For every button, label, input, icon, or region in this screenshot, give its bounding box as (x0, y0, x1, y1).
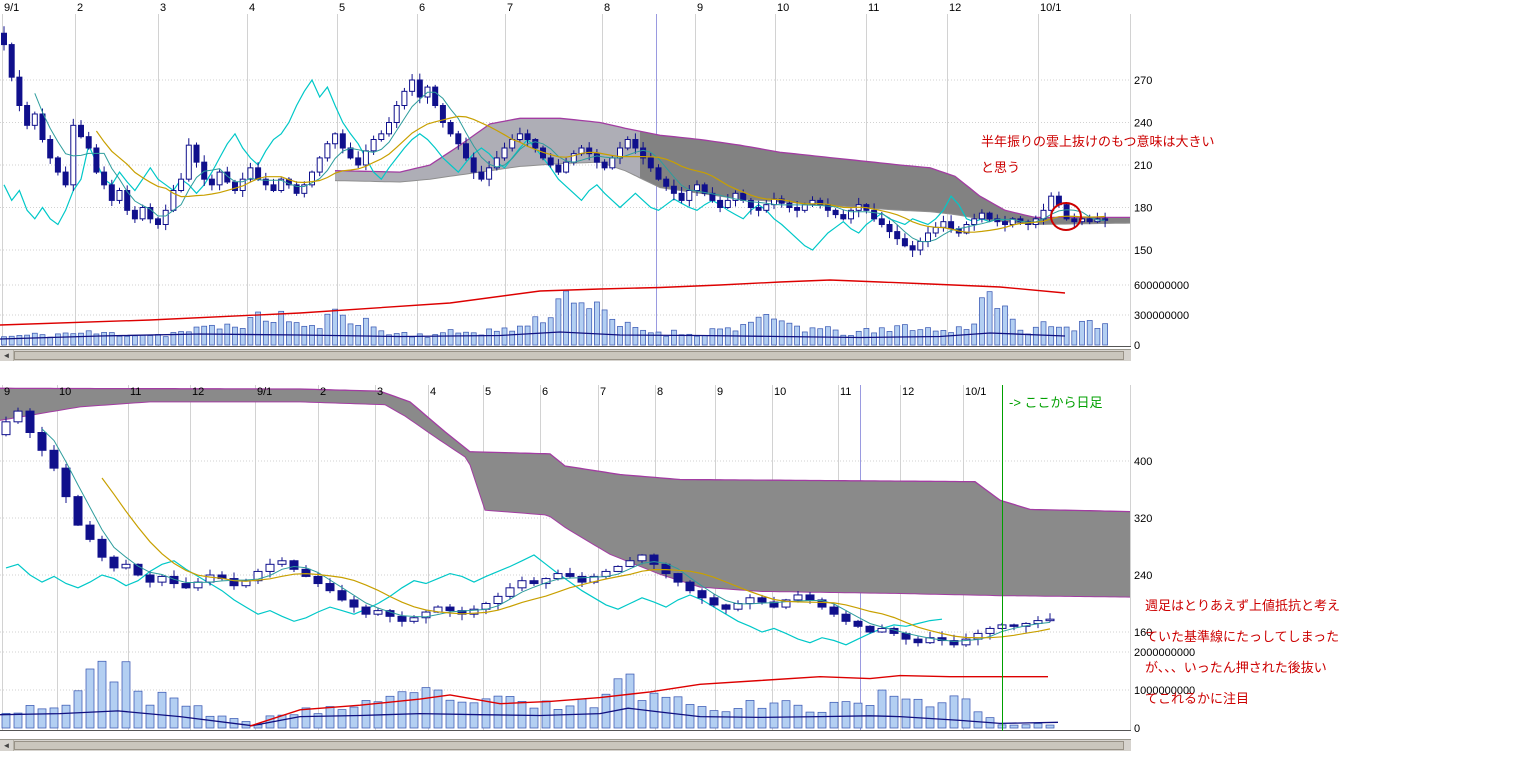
price-axis-label: 180 (1134, 203, 1152, 215)
daily-annotation-line1: 半年振りの雲上抜けのもつ意味は大きい (981, 134, 1215, 149)
x-axis-tick-label: 6 (419, 2, 425, 14)
volume-axis-label: 300000000 (1134, 310, 1189, 322)
price-axis-label: 400 (1134, 456, 1152, 468)
weekly-annotation-line2: ていた基準線にたっしてしまった (1145, 629, 1340, 644)
x-axis-tick-label: 7 (600, 386, 606, 398)
x-axis-tick-label: 11 (840, 386, 851, 398)
price-axis-label: 270 (1134, 75, 1152, 87)
breakout-highlight-circle (1050, 202, 1082, 231)
scrollbar-thumb[interactable] (14, 351, 1124, 360)
x-axis-tick-label: 11 (130, 386, 141, 398)
volume-axis-label: 1000000000 (1134, 685, 1195, 697)
daily-start-marker-label: -> ここから日足 (1009, 395, 1103, 410)
volume-axis-label: 0 (1134, 340, 1140, 352)
x-axis-tick-label: 3 (160, 2, 166, 14)
volume-axis-label: 600000000 (1134, 280, 1189, 292)
weekly-chart-scrollbar[interactable]: ◄ (0, 739, 1131, 751)
x-axis-tick-label: 2 (320, 386, 326, 398)
x-axis-tick-label: 10 (777, 2, 789, 14)
x-axis-tick-label: 9/1 (257, 386, 272, 398)
price-axis-label: 210 (1134, 160, 1152, 172)
weekly-annotation: 週足はとりあえず上値抵抗と考え ていた基準線にたっしてしまった が、、、いったん… (1145, 590, 1340, 714)
weekly-annotation-line4: てこれるかに注目 (1145, 691, 1250, 706)
weekly-annotation-line3: が、、、いったん押された後抜い (1145, 660, 1327, 675)
volume-axis-label: 0 (1134, 723, 1140, 735)
daily-annotation: 半年振りの雲上抜けのもつ意味は大きい と思う (981, 131, 1214, 176)
x-axis-tick-label: 9 (697, 2, 703, 14)
x-axis-tick-label: 9 (4, 386, 10, 398)
x-axis-tick-label: 12 (192, 386, 204, 398)
scroll-left-button[interactable]: ◄ (0, 350, 14, 361)
x-axis-tick-label: 7 (507, 2, 513, 14)
x-axis-tick-label: 10/1 (1040, 2, 1061, 14)
weekly-annotation-line1: 週足はとりあえず上値抵抗と考え (1145, 598, 1341, 613)
x-axis-tick-label: 12 (902, 386, 914, 398)
scrollbar-thumb[interactable] (14, 741, 1124, 750)
price-axis-label: 160 (1134, 627, 1152, 639)
x-axis-tick-label: 2 (77, 2, 83, 14)
x-axis-tick-label: 3 (377, 386, 383, 398)
price-axis-label: 150 (1134, 245, 1152, 257)
price-axis-label: 320 (1134, 513, 1152, 525)
x-axis-tick-label: 10 (774, 386, 786, 398)
daily-annotation-line2: と思う (981, 160, 1021, 175)
x-axis-tick-label: 8 (657, 386, 663, 398)
price-axis-label: 240 (1134, 118, 1152, 130)
daily-chart-scrollbar[interactable]: ◄ (0, 349, 1131, 361)
x-axis-tick-label: 4 (249, 2, 255, 14)
volume-axis-label: 2000000000 (1134, 647, 1195, 659)
x-axis-tick-label: 9/1 (4, 2, 19, 14)
x-axis-tick-label: 5 (339, 2, 345, 14)
x-axis-tick-label: 4 (430, 386, 436, 398)
x-axis-tick-label: 12 (949, 2, 961, 14)
x-axis-tick-label: 10 (59, 386, 71, 398)
scroll-left-button[interactable]: ◄ (0, 740, 14, 751)
x-axis-tick-label: 10/1 (965, 386, 986, 398)
x-axis-tick-label: 9 (717, 386, 723, 398)
x-axis-tick-label: 5 (485, 386, 491, 398)
price-axis-label: 240 (1134, 570, 1152, 582)
x-axis-tick-label: 11 (868, 2, 879, 14)
daily-start-marker-line (1002, 385, 1003, 731)
x-axis-tick-label: 6 (542, 386, 548, 398)
x-axis-tick-label: 8 (604, 2, 610, 14)
